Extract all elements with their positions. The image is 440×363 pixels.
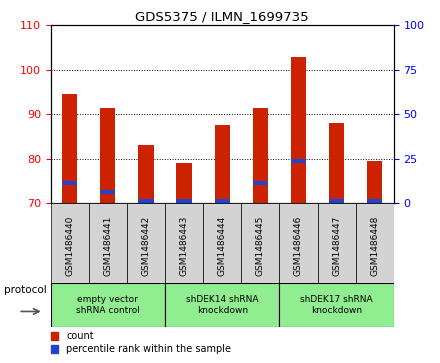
Bar: [176, 199, 192, 203]
Title: GDS5375 / ILMN_1699735: GDS5375 / ILMN_1699735: [136, 10, 309, 23]
Text: GSM1486448: GSM1486448: [370, 215, 379, 276]
Bar: [176, 163, 192, 203]
Text: shDEK14 shRNA
knockdown: shDEK14 shRNA knockdown: [186, 295, 258, 315]
Bar: [253, 108, 268, 203]
Bar: [127, 203, 165, 283]
Bar: [100, 190, 115, 194]
Text: GSM1486442: GSM1486442: [141, 215, 150, 276]
Bar: [356, 203, 394, 283]
Bar: [253, 182, 268, 185]
Bar: [291, 57, 306, 203]
Bar: [138, 199, 154, 203]
Bar: [138, 146, 154, 203]
Bar: [367, 161, 382, 203]
Bar: [62, 182, 77, 185]
Text: empty vector
shRNA control: empty vector shRNA control: [76, 295, 140, 315]
Bar: [100, 108, 115, 203]
Bar: [89, 203, 127, 283]
Text: GSM1486440: GSM1486440: [65, 215, 74, 276]
Bar: [215, 199, 230, 203]
Text: GSM1486444: GSM1486444: [218, 215, 227, 276]
Bar: [329, 123, 344, 203]
Bar: [241, 203, 279, 283]
Bar: [165, 283, 279, 327]
Text: protocol: protocol: [4, 285, 47, 295]
Bar: [165, 203, 203, 283]
Bar: [318, 203, 356, 283]
Text: GSM1486446: GSM1486446: [294, 215, 303, 276]
Bar: [291, 159, 306, 163]
Text: shDEK17 shRNA
knockdown: shDEK17 shRNA knockdown: [300, 295, 373, 315]
Bar: [367, 199, 382, 203]
Legend: count, percentile rank within the sample: count, percentile rank within the sample: [47, 327, 235, 358]
Bar: [203, 203, 241, 283]
Bar: [215, 126, 230, 203]
Text: GSM1486447: GSM1486447: [332, 215, 341, 276]
Text: GSM1486445: GSM1486445: [256, 215, 265, 276]
Bar: [329, 199, 344, 203]
Text: GSM1486443: GSM1486443: [180, 215, 189, 276]
Bar: [62, 94, 77, 203]
Text: GSM1486441: GSM1486441: [103, 215, 112, 276]
Bar: [279, 203, 318, 283]
Bar: [51, 203, 89, 283]
Bar: [51, 283, 165, 327]
Bar: [279, 283, 394, 327]
